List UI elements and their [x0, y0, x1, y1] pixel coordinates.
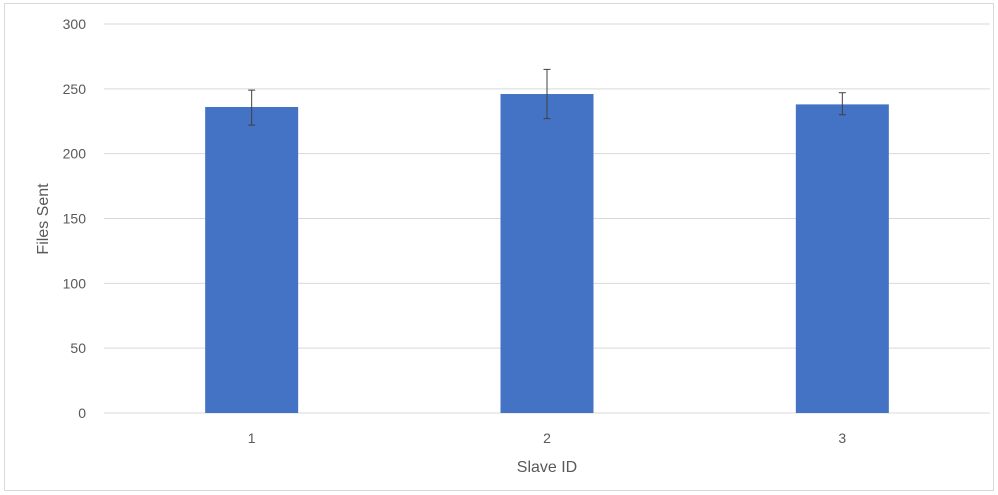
y-tick-label: 200: [63, 146, 87, 162]
y-axis-ticks: 0 50 100 150 200 250 300: [63, 16, 87, 421]
error-bar: [248, 89, 256, 126]
y-tick-label: 250: [63, 81, 87, 97]
error-bar: [838, 92, 846, 116]
bar: [205, 106, 299, 413]
bar: [795, 104, 889, 413]
x-tick-label: 2: [543, 430, 551, 446]
y-tick-label: 50: [70, 340, 86, 356]
y-tick-label: 300: [63, 16, 87, 32]
bars: [205, 94, 889, 414]
y-tick-label: 0: [78, 405, 86, 421]
bar: [500, 94, 594, 414]
x-axis-title: Slave ID: [517, 459, 577, 476]
y-tick-label: 150: [63, 211, 87, 227]
x-tick-label: 3: [838, 430, 846, 446]
error-bar: [543, 68, 551, 120]
x-axis-ticks: 1 2 3: [248, 430, 847, 446]
y-axis-title: Files Sent: [35, 183, 52, 255]
error-bars: [248, 68, 846, 126]
x-tick-label: 1: [248, 430, 256, 446]
y-tick-label: 100: [63, 275, 87, 291]
